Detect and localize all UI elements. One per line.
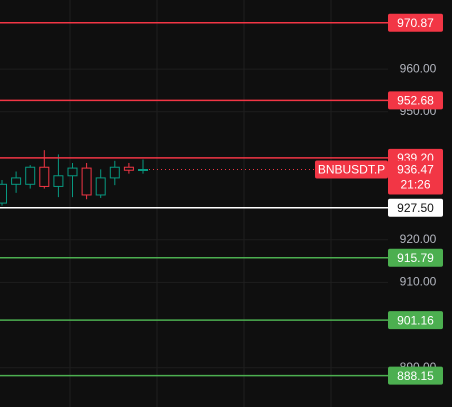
price-label-box xyxy=(388,366,443,385)
candle-body xyxy=(0,183,7,204)
candle-body xyxy=(138,168,148,171)
vertical-grid xyxy=(69,0,332,407)
last-price-box xyxy=(388,160,443,195)
candle-body xyxy=(95,177,106,196)
price-label: 970.87 xyxy=(397,16,434,30)
price-label-box xyxy=(388,248,443,267)
candle-body xyxy=(123,166,134,171)
candle-body xyxy=(53,175,64,187)
price-label: 915.79 xyxy=(397,251,434,265)
y-tick-label: 920.00 xyxy=(400,232,437,246)
price-label: 901.16 xyxy=(397,313,434,327)
countdown-label: 21:26 xyxy=(400,178,430,192)
price-label: 888.15 xyxy=(397,369,434,383)
candle-body xyxy=(39,166,50,187)
candle-body xyxy=(67,167,78,177)
price-label-box xyxy=(388,198,443,217)
y-tick-label: 960.00 xyxy=(400,61,437,75)
last-price-label: 936.47 xyxy=(397,163,434,177)
price-label: 927.50 xyxy=(397,201,434,215)
y-tick-label: 910.00 xyxy=(400,275,437,289)
candle-body xyxy=(81,167,92,196)
candle-body xyxy=(109,166,120,179)
candle-body xyxy=(25,166,36,185)
price-label-box xyxy=(388,91,443,110)
candle-body xyxy=(11,177,22,185)
price-label-box xyxy=(388,311,443,330)
symbol-label: BNBUSDT.P xyxy=(318,163,385,177)
price-label-box xyxy=(388,13,443,32)
symbol-box xyxy=(315,160,388,179)
price-label: 952.68 xyxy=(397,94,434,108)
